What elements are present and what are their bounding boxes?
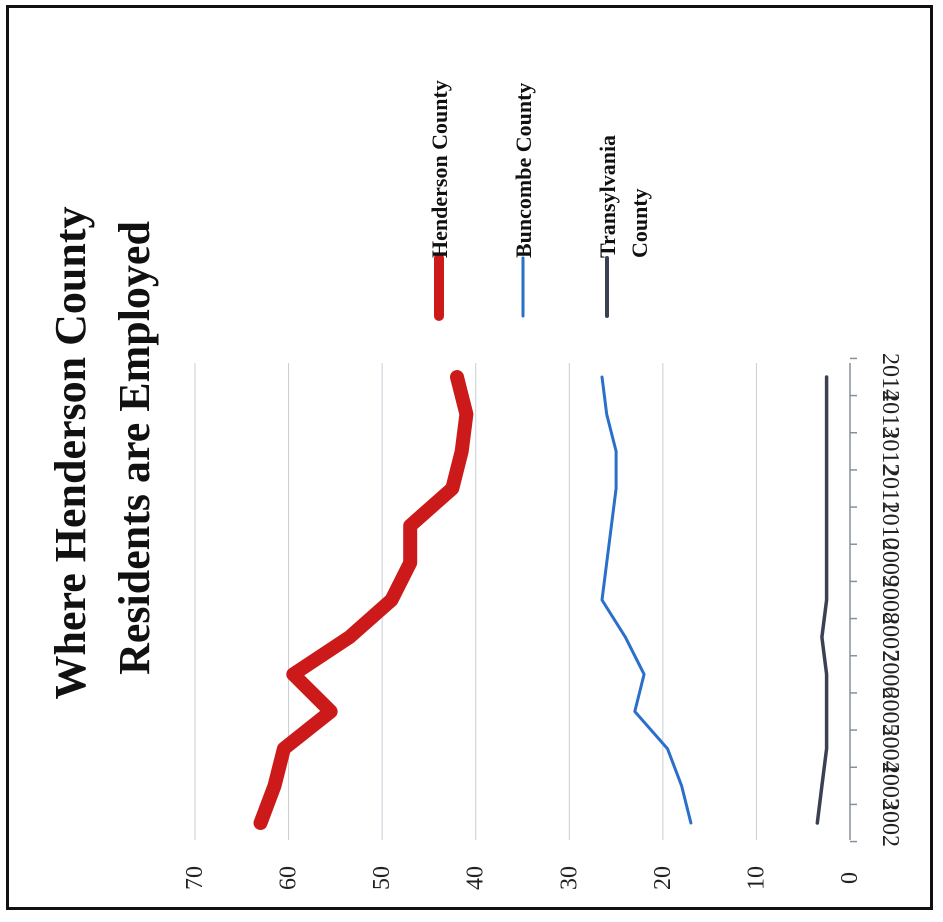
y-tick-label: 50 [369, 866, 395, 890]
x-tick-label: 2006 [877, 650, 903, 698]
legend-label: Buncombe County [511, 83, 536, 258]
legend: Henderson County Buncombe County Transylva… [427, 80, 652, 321]
series-lines [253, 370, 829, 830]
x-tick-label: 2014 [877, 353, 903, 401]
x-tick-label: 2007 [877, 613, 903, 661]
x-tick-label: 2011 [877, 465, 903, 512]
series-line-3 [815, 375, 829, 825]
chart-title-line-1: Where Henderson County [46, 207, 95, 700]
chart-frame: Where Henderson County Residents are Emp… [6, 5, 933, 910]
x-tick-labels: 2002200320042005200620072008200920102011… [877, 353, 903, 847]
y-tick-label: 20 [650, 866, 676, 890]
legend-label: County [627, 188, 652, 258]
y-tick-label: 30 [556, 866, 582, 890]
x-tick-label: 2005 [877, 688, 903, 736]
x-axis [849, 357, 857, 843]
legend-label: Transylvania [595, 135, 620, 258]
y-tick-label: 60 [276, 866, 302, 890]
series-line-1 [253, 370, 474, 830]
chart-title: Where Henderson County Residents are Emp… [46, 207, 159, 700]
line-chart: Where Henderson County Residents are Emp… [46, 80, 903, 890]
y-tick-label: 70 [182, 866, 208, 890]
x-tick-label: 2002 [877, 799, 903, 847]
legend-label: Henderson County [427, 80, 452, 258]
y-tick-label: 0 [837, 872, 863, 884]
x-tick-label: 2008 [877, 576, 903, 624]
y-tick-label: 40 [463, 866, 489, 890]
x-tick-label: 2004 [877, 725, 903, 773]
y-tick-labels: 0 10 20 30 40 50 60 70 [182, 866, 863, 890]
x-tick-label: 2003 [877, 762, 903, 810]
x-tick-label: 2013 [877, 390, 903, 438]
x-tick-label: 2010 [877, 502, 903, 550]
x-tick-label: 2009 [877, 539, 903, 587]
x-tick-label: 2012 [877, 427, 903, 475]
series-line-2 [600, 375, 693, 825]
y-tick-label: 10 [743, 866, 769, 890]
chart-title-line-2: Residents are Employed [110, 221, 159, 675]
